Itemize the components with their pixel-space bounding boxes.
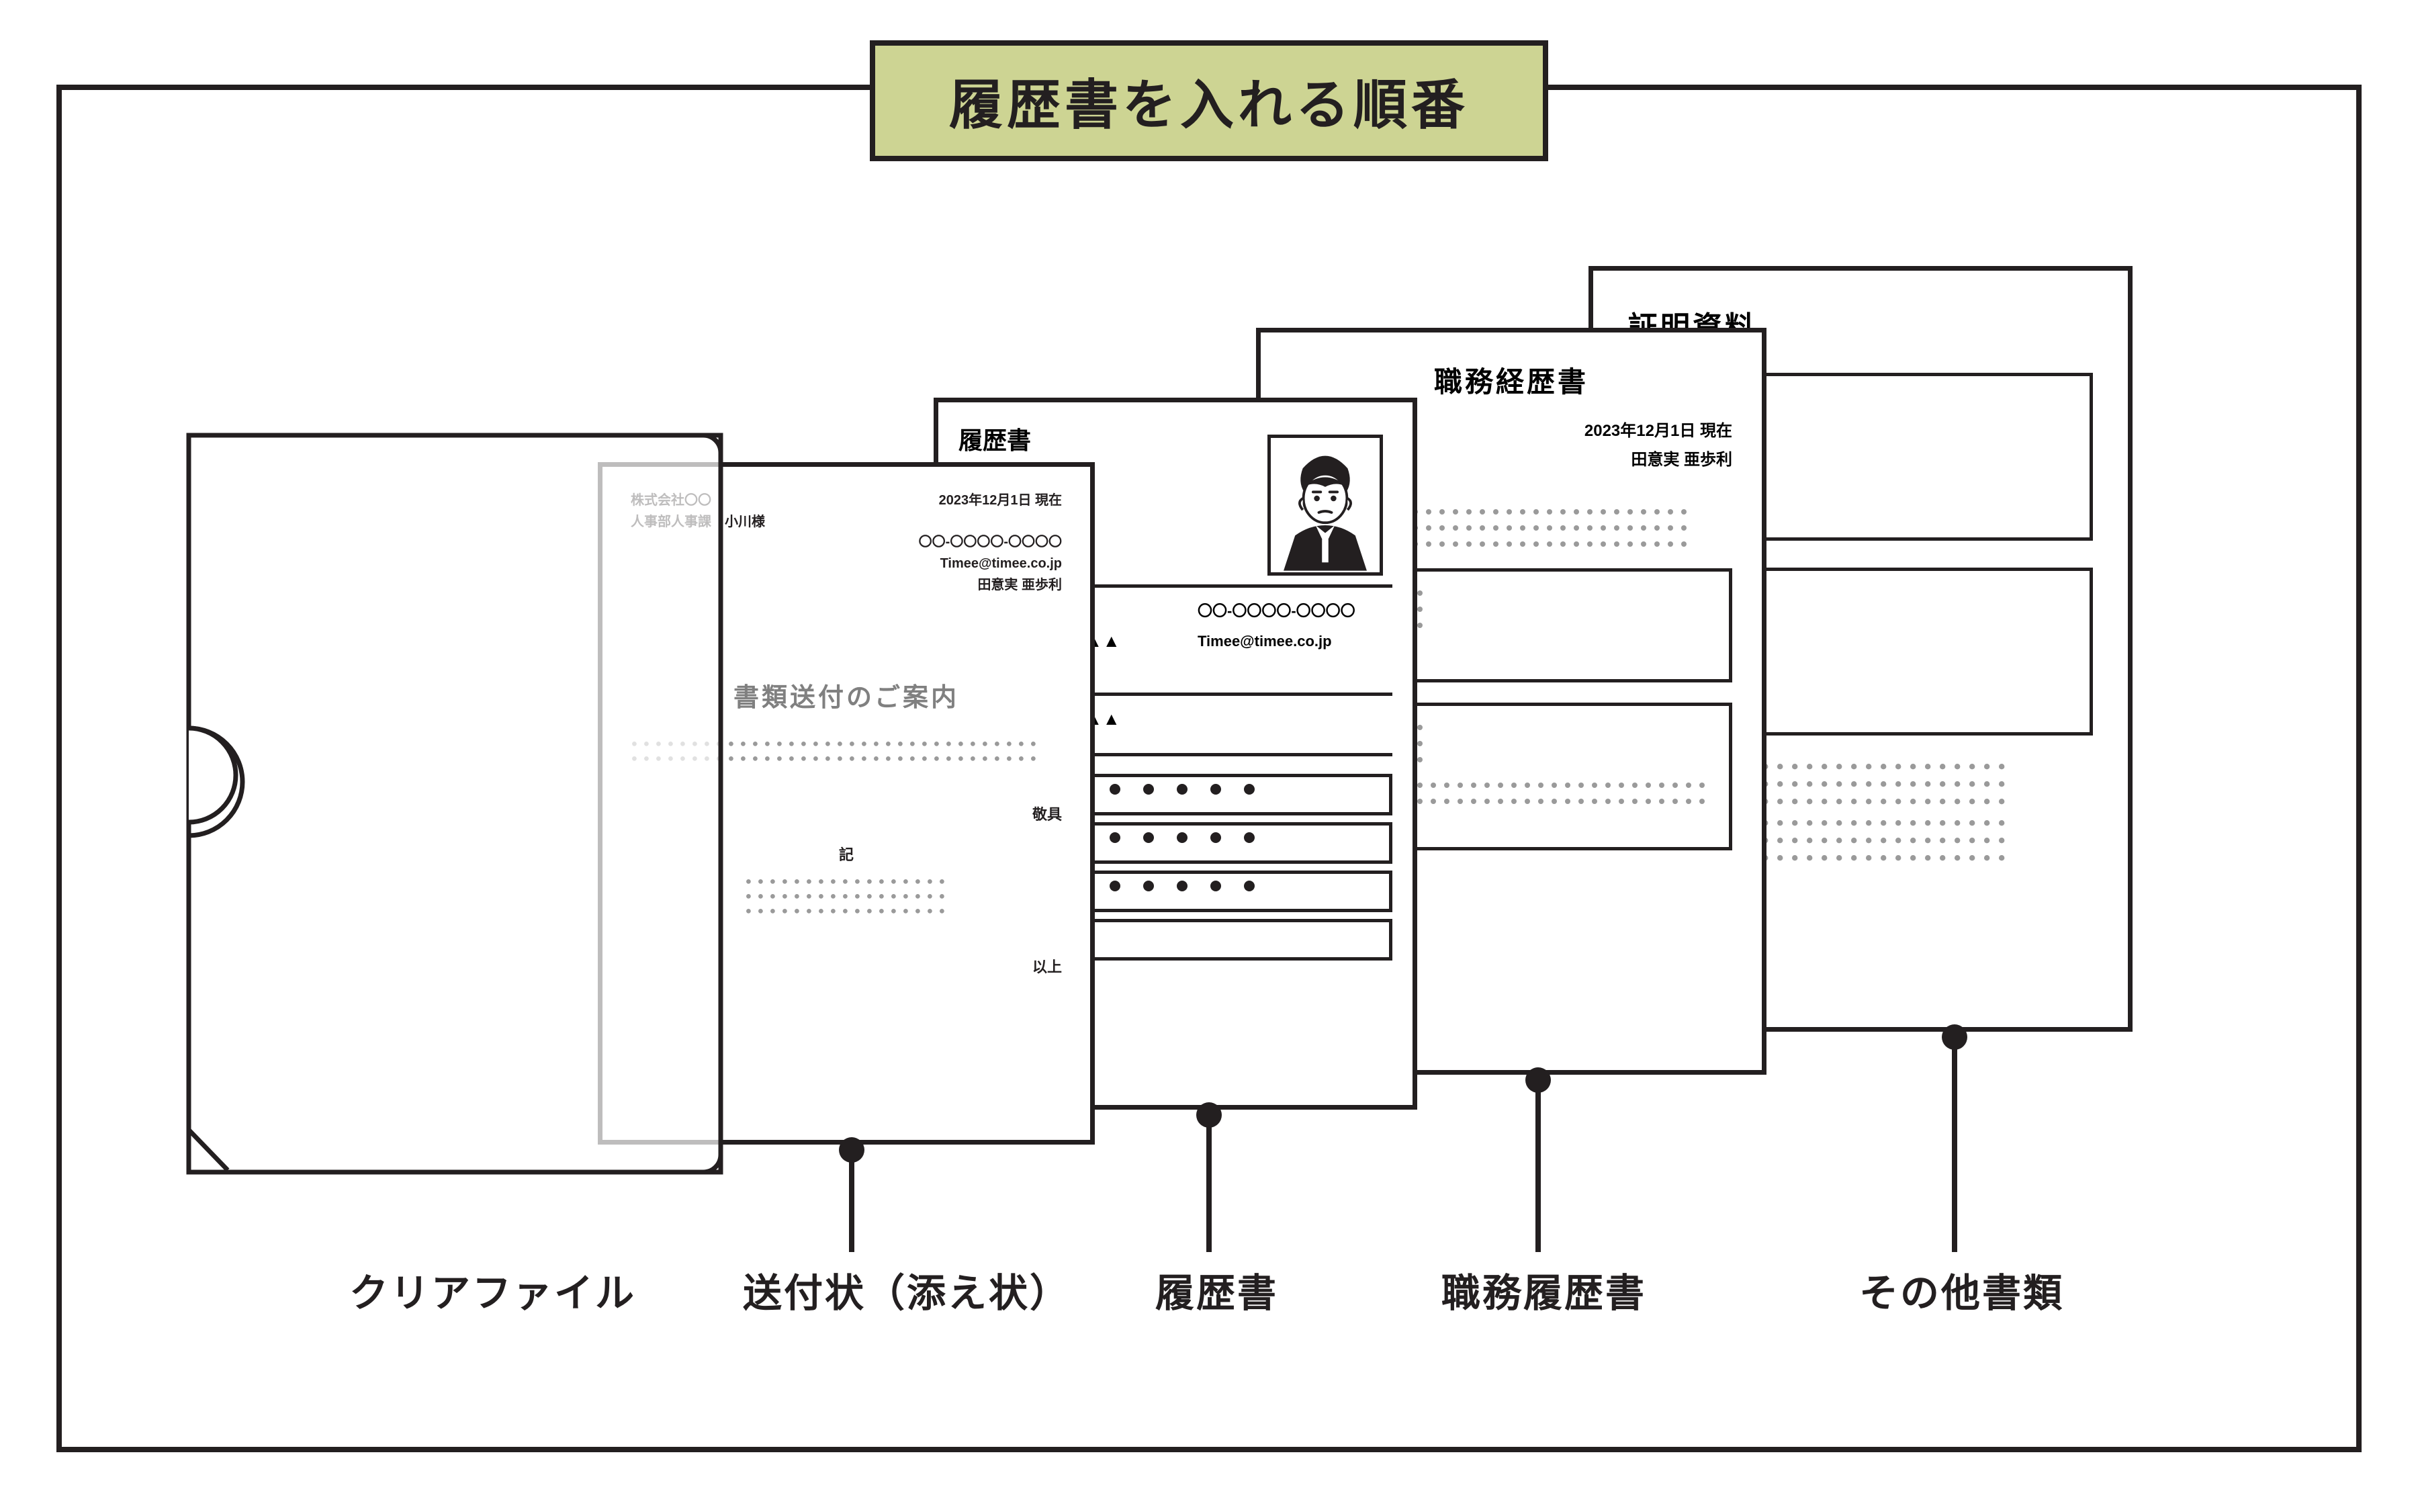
label-other: その他書類: [1859, 1261, 2064, 1318]
cover-date: 2023年12月1日 現在: [919, 490, 1062, 511]
resume-contact: 〇〇-〇〇〇〇-〇〇〇〇 Timee@timee.co.jp: [1198, 598, 1386, 654]
callout-dot-resume: [1196, 1102, 1222, 1128]
cover-dots-mid: [745, 878, 1062, 915]
callout-line-other: [1952, 1037, 1957, 1252]
callout-line-resume: [1206, 1115, 1212, 1252]
label-cover: 送付状（添え状）: [743, 1261, 1071, 1318]
callout-line-cover: [849, 1150, 854, 1252]
clearfile: [186, 433, 723, 1175]
cover-email: Timee@timee.co.jp: [919, 553, 1062, 574]
label-work: 職務履歴書: [1441, 1261, 1646, 1318]
resume-photo: [1267, 435, 1383, 576]
callout-line-work: [1535, 1080, 1541, 1252]
resume-email: Timee@timee.co.jp: [1198, 629, 1386, 654]
label-resume: 履歴書: [1155, 1261, 1278, 1318]
work-title: 職務経歴書: [1290, 359, 1732, 400]
callout-dot-other: [1942, 1024, 1967, 1050]
label-clearfile: クリアファイル: [349, 1261, 636, 1318]
resume-tel: 〇〇-〇〇〇〇-〇〇〇〇: [1198, 598, 1386, 623]
title-banner: 履歴書を入れる順番: [870, 40, 1548, 161]
callout-dot-cover: [839, 1137, 864, 1163]
cover-sender: 田意実 亜歩利: [919, 574, 1062, 596]
callout-dot-work: [1525, 1067, 1551, 1093]
cover-tel: 〇〇-〇〇〇〇-〇〇〇〇: [919, 531, 1062, 553]
